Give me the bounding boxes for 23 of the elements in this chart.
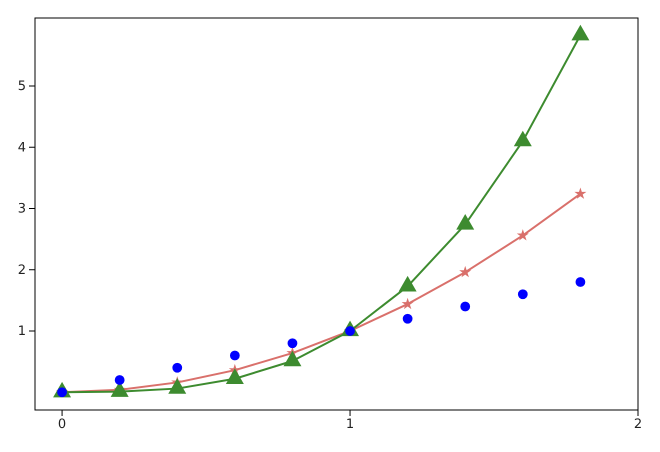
y-tick-label: 4: [18, 140, 26, 156]
point: [114, 375, 125, 385]
point: [288, 338, 298, 348]
y-tick-label: 5: [18, 79, 26, 94]
point: [172, 362, 182, 373]
point: [230, 350, 240, 360]
point: [574, 187, 586, 199]
point: [571, 24, 590, 40]
point: [459, 266, 472, 278]
point: [518, 289, 528, 300]
point: [516, 229, 529, 241]
x-tick-label: 0: [58, 417, 66, 432]
y-tick-label: 1: [18, 324, 26, 340]
point: [402, 298, 414, 310]
x-tick-label: 1: [346, 417, 354, 432]
x-tick-label: 2: [634, 417, 642, 432]
point: [514, 130, 532, 146]
point: [460, 302, 470, 312]
y-tick-label: 3: [18, 202, 26, 217]
point: [576, 277, 586, 287]
y-tick-label: 2: [18, 262, 26, 278]
point: [402, 314, 413, 324]
point: [456, 214, 474, 230]
